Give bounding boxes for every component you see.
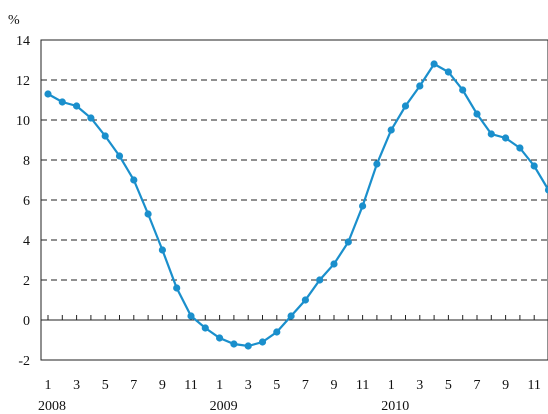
year-labels: 2008 2009 2010 [38,399,409,414]
data-point [301,296,309,304]
gridlines [41,79,548,321]
x-tick-label: 7 [130,378,137,393]
year-label: 2008 [38,399,66,414]
data-point [58,98,66,106]
x-tick-label: 3 [416,378,423,393]
x-tick-label: 7 [302,378,309,393]
data-point [502,134,510,142]
data-point [201,324,209,332]
data-point [516,144,524,152]
data-point [258,338,267,346]
y-tick-label: 2 [23,274,30,289]
data-point [444,68,452,76]
data-point [130,176,138,184]
plot-frame [40,39,548,361]
y-tick-label: 8 [23,154,30,169]
y-tick-label: 12 [16,74,30,89]
x-tick-label: 1 [216,378,223,393]
year-label: 2009 [210,399,238,414]
data-point [44,90,52,98]
data-point [73,102,81,110]
data-point [359,202,367,210]
data-point [473,110,481,118]
data-point [101,132,109,140]
x-tick-labels: 1 3 5 7 9 11 1 3 5 7 9 11 1 3 5 7 9 11 [45,378,541,393]
x-tick-label: 5 [445,378,452,393]
y-axis-unit: % [8,13,20,28]
x-tick-label: 1 [388,378,395,393]
y-tick-label: 10 [16,114,30,129]
data-point [544,186,548,194]
data-point [144,210,152,218]
data-point [387,126,395,134]
x-tick-label: 5 [273,378,280,393]
x-tick-label: 3 [245,378,252,393]
x-tick-label: 9 [502,378,509,393]
data-point [373,160,381,168]
data-point [316,276,324,284]
x-tick-label: 5 [102,378,109,393]
x-tick-label: 7 [474,378,481,393]
x-tick-label: 1 [45,378,52,393]
x-tick-label: 11 [356,378,369,393]
y-tick-label: 0 [23,314,30,329]
data-point [344,238,352,246]
data-point [173,284,181,292]
data-point [273,328,281,336]
y-tick-label: -2 [18,354,30,369]
x-tick-label: 9 [331,378,338,393]
data-point [459,86,467,94]
data-point [401,102,410,110]
x-tick-label: 9 [159,378,166,393]
data-point [330,260,338,268]
series-line [47,62,548,348]
data-point [216,334,224,342]
data-point [430,60,438,68]
x-axis-ticks [47,315,535,320]
y-tick-label: 4 [23,234,30,249]
y-tick-labels: -2 0 2 4 6 8 10 12 14 [16,34,30,369]
data-point [115,152,124,160]
data-point [530,162,538,170]
x-tick-label: 3 [73,378,80,393]
year-label: 2010 [381,399,409,414]
x-tick-label: 11 [184,378,197,393]
series-points [44,60,548,350]
y-tick-label: 6 [23,194,30,209]
data-point [87,114,95,122]
data-point [416,82,424,90]
data-point [158,246,166,254]
x-tick-label: 11 [527,378,540,393]
data-point [187,312,195,320]
data-point [487,130,495,138]
data-point [287,312,295,320]
data-point [230,340,238,348]
data-point [244,342,252,350]
y-tick-label: 14 [16,34,30,49]
